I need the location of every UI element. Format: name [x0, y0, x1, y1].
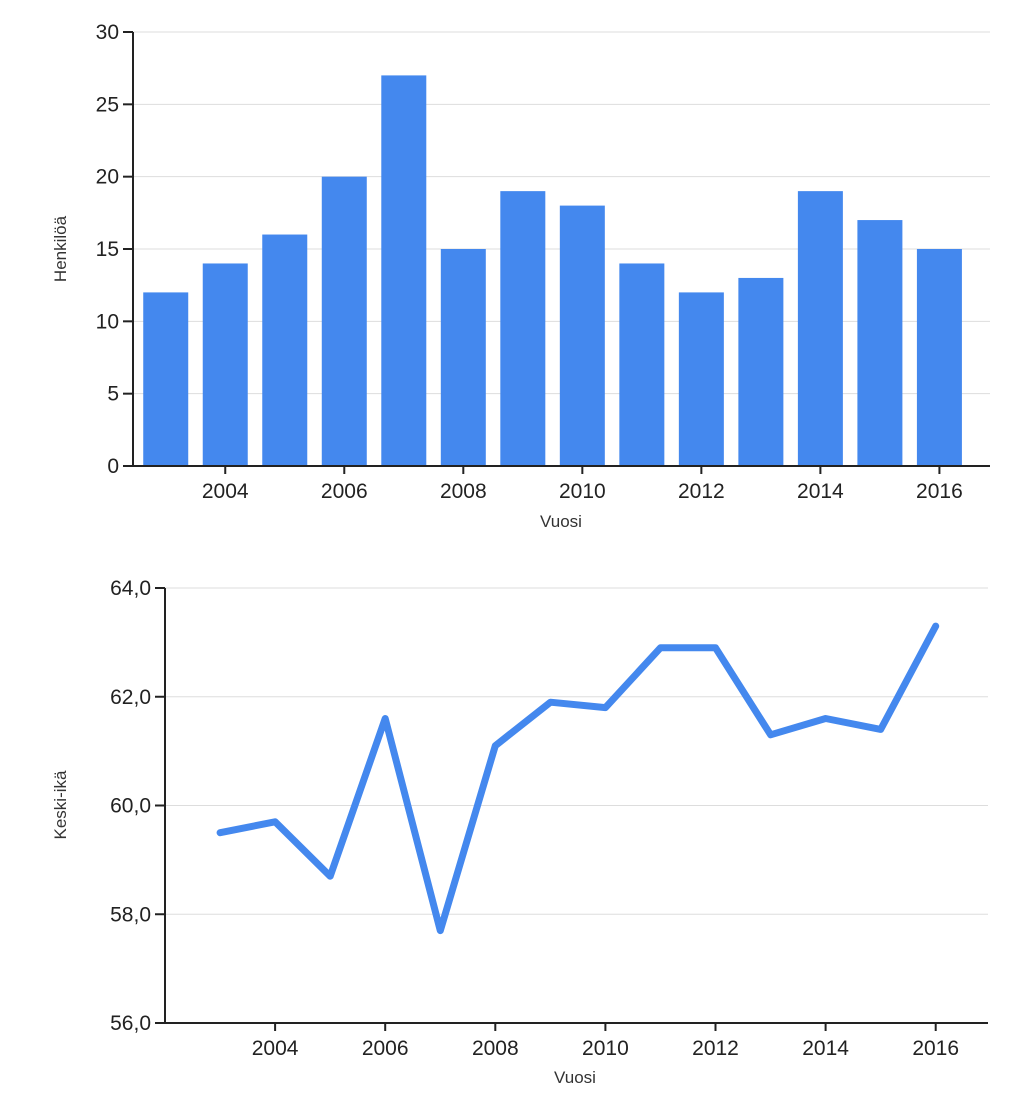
- bar: [797, 191, 843, 466]
- line-x-tick-label: 2012: [692, 1037, 739, 1060]
- bar: [857, 220, 903, 466]
- bar-y-tick-labels: 0 5 10 15 20 25 30: [96, 21, 119, 478]
- line-x-tick-label: 2008: [472, 1037, 519, 1060]
- bar: [738, 277, 784, 466]
- bar: [916, 249, 962, 466]
- bar-y-tick-label: 10: [96, 310, 119, 333]
- bar-x-tick-label: 2016: [916, 480, 963, 503]
- line-y-tick-label: 60,0: [110, 795, 151, 818]
- bar-y-tick-label: 0: [107, 455, 119, 478]
- line-x-tick-label: 2014: [802, 1037, 849, 1060]
- bar: [321, 176, 367, 466]
- bar: [559, 205, 605, 466]
- series-line: [216, 622, 940, 935]
- bar-marks: [143, 75, 962, 467]
- line-y-tick-label: 58,0: [110, 903, 151, 926]
- line-y-axis-title: Keski-ikä: [51, 770, 70, 840]
- bar: [440, 249, 486, 466]
- line-y-tick-labels: 56,0 58,0 60,0 62,0 64,0: [110, 577, 151, 1035]
- bar: [678, 292, 724, 466]
- bar-y-tick-label: 30: [96, 21, 119, 44]
- bar-y-tick-label: 5: [107, 383, 119, 406]
- line-y-tick-label: 62,0: [110, 686, 151, 709]
- bar: [262, 234, 308, 466]
- bar: [143, 292, 189, 466]
- bar: [619, 263, 665, 466]
- bar-x-tick-label: 2010: [559, 480, 606, 503]
- bar-chart: 0 5 10 15 20 25 30 2004 2006 2008 2010 2012 2014 201…: [51, 21, 990, 531]
- bar: [500, 191, 546, 466]
- line-x-tick-label: 2006: [362, 1037, 409, 1060]
- line-x-tick-label: 2010: [582, 1037, 629, 1060]
- bar-x-axis-title: Vuosi: [540, 512, 582, 531]
- bar-y-axis-title: Henkilöä: [51, 215, 70, 282]
- bar-y-tick-label: 20: [96, 166, 119, 189]
- bar: [381, 75, 427, 467]
- bar-y-tick-label: 25: [96, 93, 119, 116]
- line-axes: [155, 587, 988, 1031]
- bar-x-tick-label: 2006: [321, 480, 368, 503]
- bar-y-tick-label: 15: [96, 238, 119, 261]
- bar-x-tick-labels: 2004 2006 2008 2010 2012 2014 2016: [202, 480, 963, 503]
- line-x-tick-labels: 2004 2006 2008 2010 2012 2014 2016: [252, 1037, 959, 1060]
- bar-axes: [123, 31, 990, 474]
- line-x-tick-label: 2016: [912, 1037, 959, 1060]
- line-chart: 56,0 58,0 60,0 62,0 64,0 2004 2006 2008 2010 201…: [51, 577, 988, 1087]
- line-x-axis-title: Vuosi: [554, 1068, 596, 1087]
- bar-x-tick-label: 2014: [797, 480, 844, 503]
- line-x-tick-label: 2004: [252, 1037, 299, 1060]
- line-y-tick-label: 64,0: [110, 577, 151, 600]
- bar: [202, 263, 248, 466]
- line-gridlines: [165, 587, 988, 915]
- bar-x-tick-label: 2004: [202, 480, 249, 503]
- line-y-tick-label: 56,0: [110, 1012, 151, 1035]
- line-marks: [216, 622, 940, 935]
- bar-x-tick-label: 2012: [678, 480, 725, 503]
- bar-x-tick-label: 2008: [440, 480, 487, 503]
